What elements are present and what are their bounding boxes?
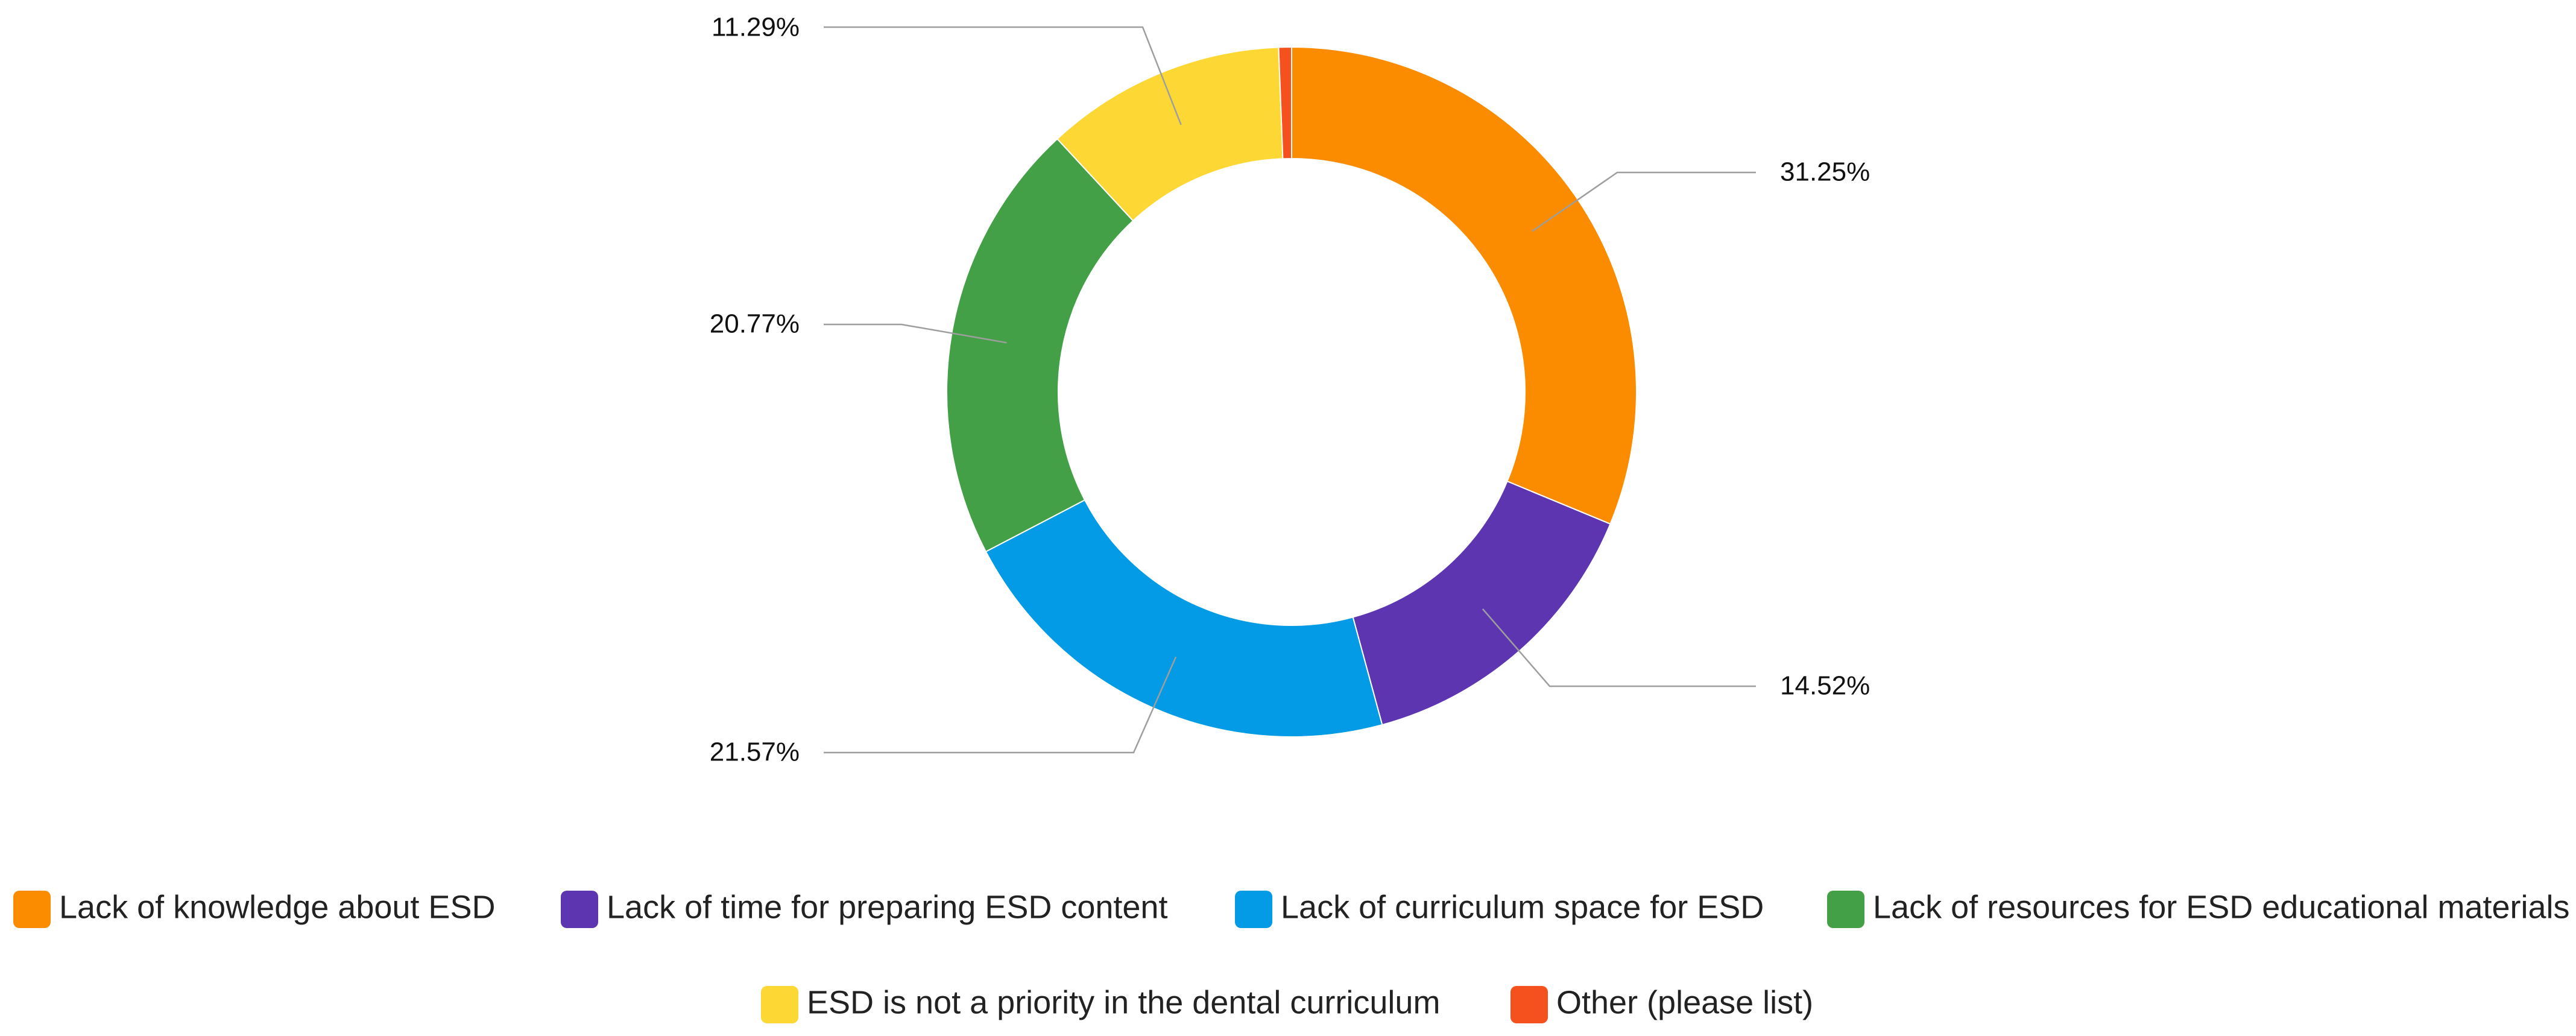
slice-lack-of-time-for-preparing-esd-content[interactable] [1352,480,1611,726]
legend-label: ESD is not a priority in the dental curr… [807,984,1440,1020]
legend-label: Lack of knowledge about ESD [59,889,495,925]
value-label-lack-of-knowledge-about-esd: 31.25% [1780,157,1870,187]
legend-swatch [1235,891,1272,928]
legend-label: Lack of time for preparing ESD content [607,889,1167,925]
value-label-lack-of-time-for-preparing-esd-content: 14.52% [1780,671,1870,701]
leader-line-lack-of-curriculum-space-for-esd [824,656,1177,754]
slice-lack-of-curriculum-space-for-esd[interactable] [985,499,1383,738]
legend-swatch [1827,891,1864,928]
legend-label: Other (please list) [1556,984,1813,1020]
value-label-lack-of-curriculum-space-for-esd: 21.57% [710,738,800,767]
legend-item-other-please-list[interactable]: Other (please list) [1511,984,1813,1023]
legend-item-lack-of-resources-for-esd-educational-materials[interactable]: Lack of resources for ESD educational ma… [1827,889,2570,928]
legend-label: Lack of resources for ESD educational ma… [1873,889,2570,925]
legend-label: Lack of curriculum space for ESD [1281,889,1764,925]
legend: Lack of knowledge about ESD Lack of time … [13,889,2570,1023]
legend-swatch [13,891,51,928]
slice-lack-of-knowledge-about-esd[interactable] [1291,46,1637,525]
slice-lack-of-resources-for-esd-educational-materials[interactable] [945,137,1134,553]
leader-line-lack-of-time-for-preparing-esd-content [1482,608,1756,687]
leader-line-lack-of-knowledge-about-esd [1531,171,1756,232]
value-label-lack-of-resources-for-esd-educational-materials: 20.77% [710,309,800,339]
leader-line-lack-of-resources-for-esd-educational-materials [824,323,1007,344]
donut-slices [945,46,1637,738]
legend-item-lack-of-knowledge-about-esd[interactable]: Lack of knowledge about ESD [13,889,495,928]
legend-item-esd-is-not-a-priority-in-the-dental-curriculum[interactable]: ESD is not a priority in the dental curr… [761,984,1440,1023]
slice-leader-lines [824,26,1756,754]
slice-value-labels: 31.25% 14.52% 21.57% 20.77% 11.29% [710,13,1870,767]
leader-line-esd-is-not-a-priority-in-the-dental-curriculum [824,26,1182,125]
legend-item-lack-of-time-for-preparing-esd-content[interactable]: Lack of time for preparing ESD content [561,889,1167,928]
slice-other-please-list[interactable] [1278,46,1292,160]
legend-swatch [761,986,798,1023]
legend-swatch [1511,986,1548,1023]
value-label-esd-is-not-a-priority-in-the-dental-curriculum: 11.29% [712,13,800,42]
legend-item-lack-of-curriculum-space-for-esd[interactable]: Lack of curriculum space for ESD [1235,889,1764,928]
legend-swatch [561,891,598,928]
